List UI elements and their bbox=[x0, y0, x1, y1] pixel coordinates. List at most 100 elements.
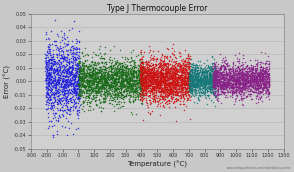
Point bbox=[173, 74, 178, 77]
Point bbox=[150, 82, 154, 84]
Point bbox=[90, 77, 95, 80]
Point bbox=[203, 75, 208, 77]
Point bbox=[202, 81, 207, 84]
Point bbox=[106, 87, 111, 89]
Point bbox=[243, 61, 248, 64]
Point bbox=[80, 84, 85, 87]
Point bbox=[185, 63, 190, 66]
Point bbox=[252, 90, 257, 93]
Point bbox=[221, 75, 225, 77]
Point bbox=[144, 77, 149, 79]
Point bbox=[241, 87, 246, 90]
Point bbox=[61, 53, 66, 55]
Point bbox=[111, 74, 116, 77]
Point bbox=[141, 78, 145, 80]
Point bbox=[172, 66, 177, 68]
Point bbox=[116, 70, 121, 73]
Point bbox=[94, 84, 99, 87]
Point bbox=[107, 55, 112, 58]
Point bbox=[250, 91, 255, 93]
Point bbox=[145, 77, 150, 80]
Point bbox=[161, 74, 165, 77]
Point bbox=[257, 78, 262, 81]
Point bbox=[212, 87, 217, 89]
Point bbox=[82, 85, 87, 88]
Point bbox=[262, 70, 267, 73]
Point bbox=[250, 74, 255, 76]
Point bbox=[61, 57, 65, 60]
Point bbox=[202, 74, 206, 77]
Point bbox=[43, 64, 48, 67]
Point bbox=[203, 80, 207, 83]
Point bbox=[108, 66, 113, 68]
Point bbox=[96, 76, 101, 79]
Point bbox=[160, 76, 165, 79]
Point bbox=[241, 87, 246, 90]
Point bbox=[211, 83, 215, 86]
Point bbox=[109, 96, 114, 98]
Point bbox=[189, 83, 193, 86]
Point bbox=[166, 82, 171, 85]
Point bbox=[60, 71, 64, 73]
Point bbox=[208, 77, 213, 80]
Point bbox=[185, 69, 189, 72]
Point bbox=[156, 101, 160, 104]
Point bbox=[146, 85, 151, 87]
Point bbox=[264, 72, 269, 75]
Point bbox=[132, 80, 137, 83]
Point bbox=[250, 66, 255, 69]
Point bbox=[216, 67, 220, 70]
Point bbox=[211, 86, 216, 89]
Point bbox=[64, 79, 69, 82]
Point bbox=[48, 82, 53, 85]
Point bbox=[242, 86, 247, 89]
Point bbox=[43, 65, 48, 67]
Point bbox=[161, 90, 165, 93]
Point bbox=[43, 66, 48, 69]
Point bbox=[95, 68, 99, 70]
Point bbox=[52, 83, 56, 86]
Point bbox=[139, 83, 144, 86]
Point bbox=[91, 72, 96, 75]
Point bbox=[167, 91, 172, 94]
Point bbox=[138, 82, 142, 85]
Point bbox=[207, 77, 211, 79]
Point bbox=[82, 64, 87, 67]
Point bbox=[143, 66, 148, 69]
Point bbox=[123, 66, 128, 68]
Point bbox=[186, 79, 190, 82]
Point bbox=[182, 80, 187, 83]
Point bbox=[175, 70, 180, 73]
Point bbox=[132, 66, 136, 69]
Point bbox=[101, 87, 106, 90]
Point bbox=[100, 57, 105, 60]
Point bbox=[73, 63, 78, 66]
Point bbox=[158, 84, 163, 87]
Point bbox=[73, 74, 78, 77]
Point bbox=[218, 84, 223, 87]
Point bbox=[213, 82, 217, 84]
Point bbox=[230, 74, 235, 77]
Point bbox=[129, 73, 133, 76]
Point bbox=[145, 72, 149, 75]
Point bbox=[129, 95, 134, 98]
Point bbox=[145, 87, 149, 90]
Point bbox=[197, 68, 202, 71]
Point bbox=[192, 63, 197, 66]
Point bbox=[116, 66, 121, 69]
Point bbox=[119, 84, 124, 87]
Point bbox=[225, 77, 230, 80]
Point bbox=[185, 85, 189, 88]
Point bbox=[266, 69, 271, 72]
Point bbox=[258, 61, 263, 64]
Point bbox=[149, 71, 154, 74]
Point bbox=[221, 87, 226, 90]
Point bbox=[181, 82, 186, 85]
Point bbox=[176, 87, 181, 90]
Point bbox=[193, 75, 198, 78]
Point bbox=[125, 74, 129, 76]
Point bbox=[264, 69, 268, 72]
Point bbox=[156, 98, 161, 101]
Point bbox=[191, 69, 196, 72]
Point bbox=[85, 84, 90, 87]
